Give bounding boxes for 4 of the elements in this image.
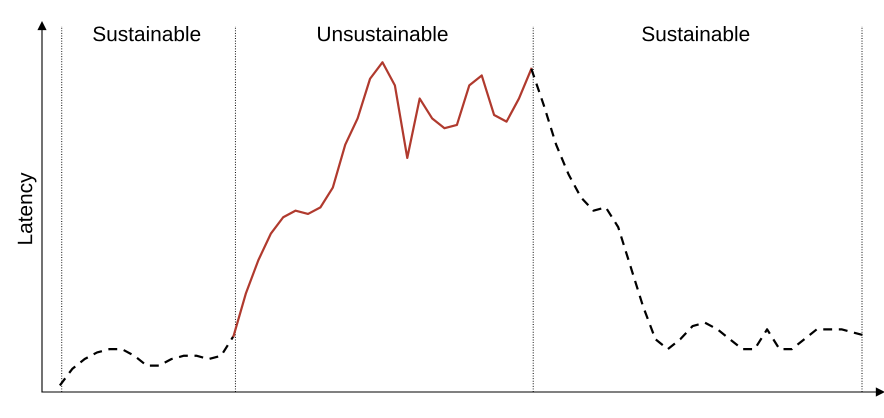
text: Sustainable — [93, 26, 200, 42]
y-axis-title: Latency — [18, 172, 36, 244]
text: Sustainable — [642, 26, 750, 42]
text: Unsustainable — [318, 26, 448, 42]
